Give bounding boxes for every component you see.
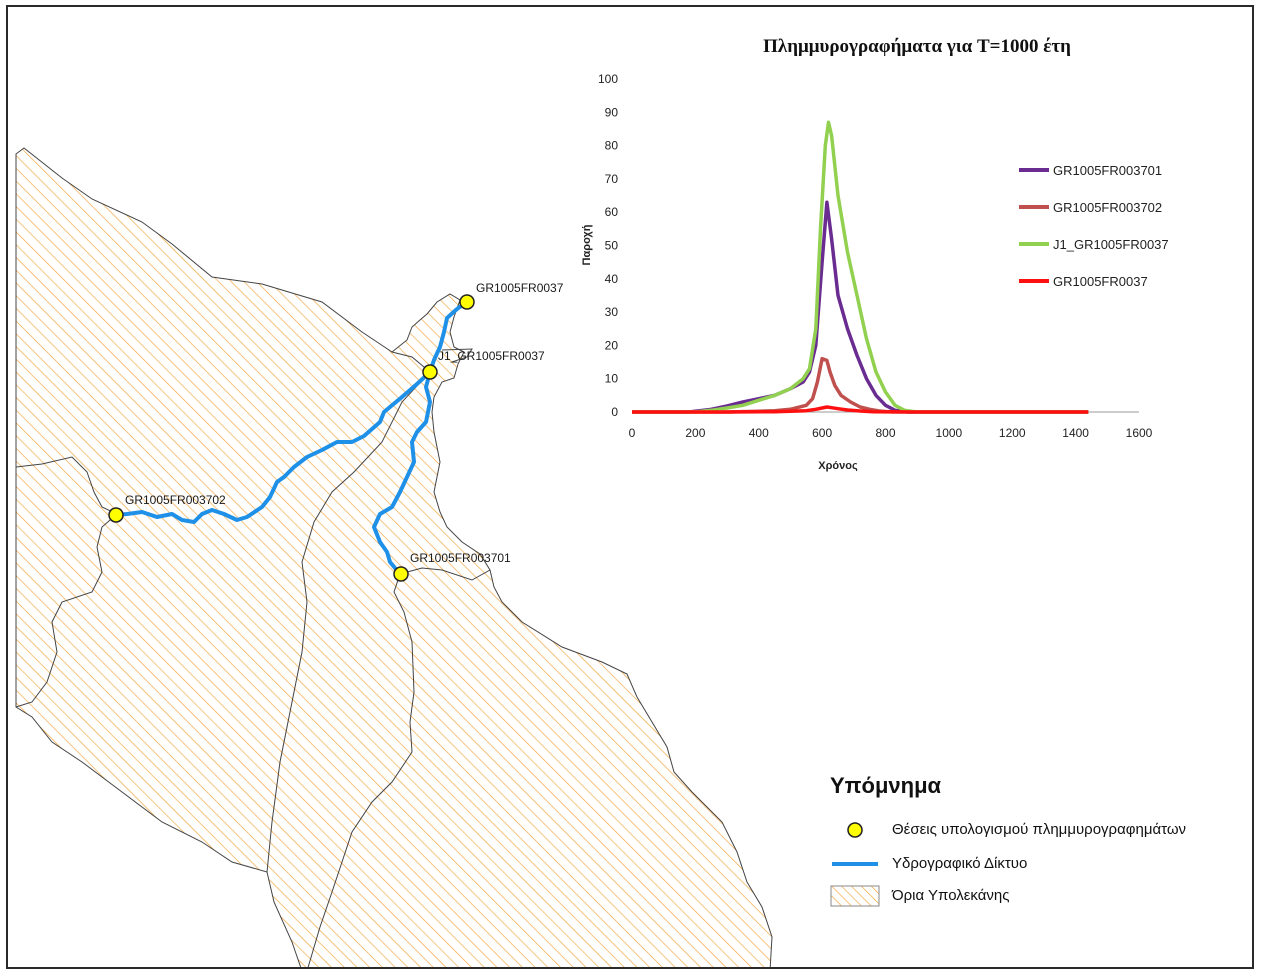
legend-item-subbasin: Όρια Υπολεκάνης <box>820 883 1250 907</box>
site-marker-gr1005fr0037[interactable] <box>459 294 475 310</box>
x-tick-label: 1400 <box>1062 426 1089 440</box>
site-label-gr1005fr003702: GR1005FR003702 <box>125 493 226 507</box>
series-lines <box>632 120 1089 414</box>
y-tick-label: 70 <box>605 172 619 186</box>
map-frame: GR1005FR0037 J1_GR1005FR0037 GR1005FR003… <box>6 5 1254 969</box>
y-tick-label: 10 <box>605 372 619 386</box>
subbasin-boundaries <box>15 154 491 967</box>
x-tick-label: 400 <box>749 426 769 440</box>
x-tick-label: 200 <box>685 426 705 440</box>
y-tick-label: 80 <box>605 139 619 153</box>
series-line-j1_gr1005fr0037 <box>632 120 1089 414</box>
y-tick-label: 60 <box>605 205 619 219</box>
y-tick-label: 50 <box>605 239 619 253</box>
subbasin-layer <box>15 147 773 967</box>
y-tick-label: 90 <box>605 105 619 119</box>
y-axis-ticks: 0 10 20 30 40 50 60 70 80 90 100 <box>598 72 618 419</box>
map-legend: Υπόμνημα Θέσεις υπολογισμού πλημμυρογραφ… <box>820 773 1250 913</box>
stream-network <box>114 300 469 576</box>
site-layer: GR1005FR0037 J1_GR1005FR0037 GR1005FR003… <box>108 281 564 582</box>
map-canvas: GR1005FR0037 J1_GR1005FR0037 GR1005FR003… <box>15 36 1169 967</box>
x-axis-title: Χρόνος <box>818 460 858 472</box>
boundary-divide-1 <box>266 371 431 873</box>
legend-label-subbasin: Όρια Υπολεκάνης <box>892 887 1010 904</box>
blue-line-icon <box>832 862 878 866</box>
boundary-divide-3 <box>399 567 491 581</box>
site-marker-j1[interactable] <box>422 364 438 380</box>
site-marker-gr1005fr003701[interactable] <box>393 566 409 582</box>
x-tick-label: 0 <box>629 426 636 440</box>
site-label-gr1005fr003701: GR1005FR003701 <box>410 551 511 565</box>
legend-title: Υπόμνημα <box>830 773 942 798</box>
legend-label-network: Υδρογραφικό Δίκτυο <box>892 855 1028 872</box>
x-tick-label: 800 <box>875 426 895 440</box>
stream-main <box>428 300 469 374</box>
boundary-junction <box>391 351 431 373</box>
x-tick-label: 1200 <box>999 426 1026 440</box>
hydrograph-chart: Πλημμυρογραφήματα για T=1000 έτη 0 10 20 30… <box>581 36 1169 472</box>
legend-series-label: J1_GR1005FR0037 <box>1053 237 1169 252</box>
stream-branch-701 <box>372 370 432 576</box>
legend-item-network: Υδρογραφικό Δίκτυο <box>820 851 1250 875</box>
y-tick-label: 40 <box>605 272 619 286</box>
y-tick-label: 100 <box>598 72 618 86</box>
hatched-box-icon <box>830 885 880 907</box>
y-tick-label: 0 <box>611 405 618 419</box>
x-axis-ticks: 0 200 400 600 800 1000 1200 1400 1600 <box>629 426 1153 440</box>
x-tick-label: 1000 <box>936 426 963 440</box>
legend-series-label: GR1005FR003701 <box>1053 163 1162 178</box>
yellow-circle-icon <box>847 822 863 838</box>
y-tick-label: 30 <box>605 305 619 319</box>
site-label-j1: J1_GR1005FR0037 <box>438 349 545 363</box>
subbasin-north <box>15 147 773 967</box>
series-line-gr1005fr0037 <box>632 405 1089 414</box>
x-tick-label: 1600 <box>1126 426 1153 440</box>
legend-series-label: GR1005FR003702 <box>1053 200 1162 215</box>
boundary-divide-2 <box>307 573 415 967</box>
boundary-notch <box>441 348 473 363</box>
boundary-west <box>15 456 118 708</box>
y-tick-label: 20 <box>605 338 619 352</box>
x-tick-label: 600 <box>812 426 832 440</box>
site-label-gr1005fr0037: GR1005FR0037 <box>476 281 564 295</box>
stream-branch-702 <box>114 370 432 524</box>
chart-title: Πλημμυρογραφήματα για T=1000 έτη <box>763 36 1071 57</box>
legend-label-sites: Θέσεις υπολογισμού πλημμυρογραφημάτων <box>892 821 1187 838</box>
legend-series-label: GR1005FR0037 <box>1053 274 1148 289</box>
site-marker-gr1005fr003702[interactable] <box>108 507 124 523</box>
legend-item-sites: Θέσεις υπολογισμού πλημμυρογραφημάτων <box>820 817 1250 841</box>
y-axis-title: Παροχή <box>581 224 593 265</box>
chart-legend: GR1005FR003701 GR1005FR003702 J1_GR1005FR0… <box>1019 163 1169 289</box>
